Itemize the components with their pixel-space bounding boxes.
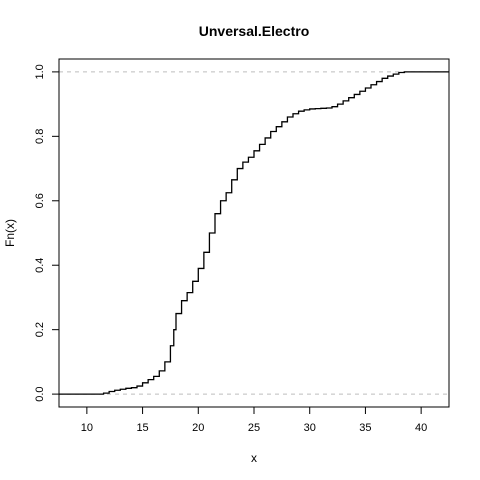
y-tick-label: 0.6	[34, 193, 46, 208]
plot-frame	[58, 58, 450, 408]
x-tick-label: 10	[81, 422, 93, 434]
y-tick-label: 0.0	[34, 386, 46, 401]
y-tick-label: 1.0	[34, 64, 46, 79]
chart-title: Unversal.Electro	[199, 23, 310, 39]
y-tick-label: 0.8	[34, 129, 46, 144]
y-axis-label: Fn(x)	[3, 219, 17, 247]
series-group	[59, 71, 449, 395]
x-axis-ticks: 10 15 20 25 30 35 40	[81, 407, 427, 434]
x-tick-label: 25	[248, 422, 260, 434]
ecdf-series-line-0	[59, 71, 449, 395]
x-tick-label: 40	[415, 422, 427, 434]
reference-lines	[59, 71, 449, 395]
x-axis-label: x	[251, 451, 257, 465]
y-axis-ticks: 0.0 0.2 0.4 0.6 0.8 1.0	[34, 64, 59, 402]
y-tick-label: 0.2	[34, 322, 46, 337]
x-tick-label: 30	[304, 422, 316, 434]
y-tick-label: 0.4	[34, 258, 46, 273]
x-tick-label: 15	[136, 422, 148, 434]
x-tick-label: 20	[192, 422, 204, 434]
x-tick-label: 35	[359, 422, 371, 434]
